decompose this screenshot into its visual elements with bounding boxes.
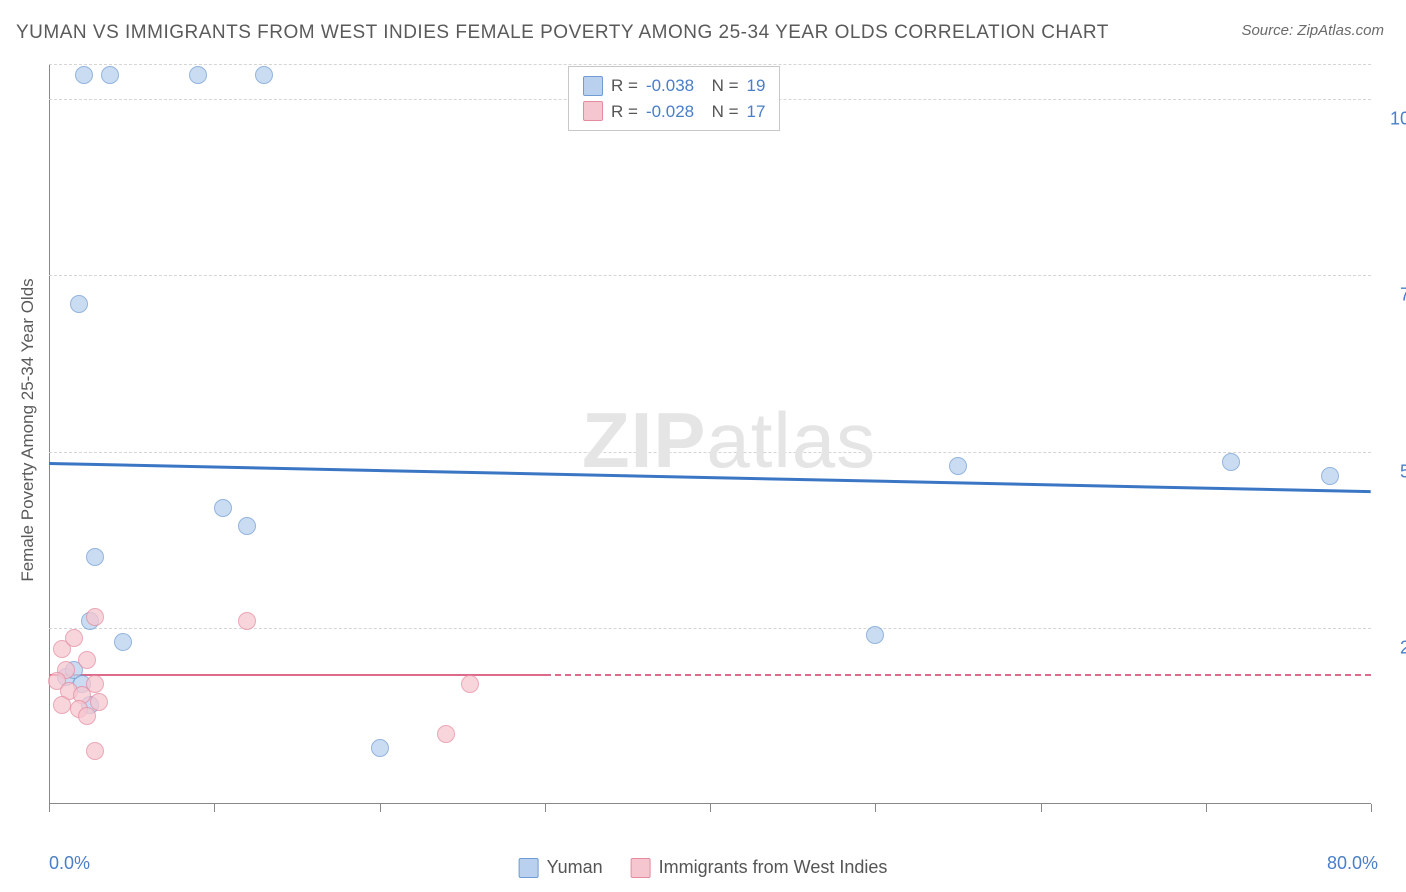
y-tick-label: 100.0%: [1381, 109, 1406, 130]
x-tick-label: 80.0%: [1327, 853, 1378, 874]
legend-n-label: N =: [702, 73, 738, 99]
data-point: [53, 696, 71, 714]
data-point: [437, 725, 455, 743]
x-tick: [1206, 804, 1207, 812]
x-tick: [875, 804, 876, 812]
legend-r-value: -0.038: [646, 73, 694, 99]
data-point: [1222, 453, 1240, 471]
data-point: [461, 675, 479, 693]
y-tick-label: 75.0%: [1381, 285, 1406, 306]
data-point: [866, 626, 884, 644]
data-point: [114, 633, 132, 651]
legend-item: Yuman: [519, 857, 603, 878]
data-point: [78, 707, 96, 725]
legend-swatch: [519, 858, 539, 878]
y-axis-line: [49, 64, 50, 804]
x-tick: [545, 804, 546, 812]
legend-series-name: Yuman: [547, 857, 603, 878]
series-legend: Yuman Immigrants from West Indies: [519, 857, 888, 878]
x-tick: [1041, 804, 1042, 812]
x-tick: [710, 804, 711, 812]
data-point: [255, 66, 273, 84]
data-point: [86, 548, 104, 566]
legend-swatch: [631, 858, 651, 878]
data-point: [214, 499, 232, 517]
legend-series-name: Immigrants from West Indies: [659, 857, 888, 878]
data-point: [189, 66, 207, 84]
legend-n-value: 17: [747, 99, 766, 125]
x-tick: [1371, 804, 1372, 812]
legend-r-label: R =: [611, 99, 638, 125]
gridline: [49, 275, 1371, 276]
x-tick: [380, 804, 381, 812]
x-tick-label: 0.0%: [49, 853, 90, 874]
data-point: [86, 608, 104, 626]
data-point: [101, 66, 119, 84]
data-point: [75, 66, 93, 84]
legend-r-label: R =: [611, 73, 638, 99]
data-point: [65, 629, 83, 647]
data-point: [86, 675, 104, 693]
chart-title: YUMAN VS IMMIGRANTS FROM WEST INDIES FEM…: [16, 22, 1109, 44]
trend-line: [49, 462, 1371, 493]
source-attribution: Source: ZipAtlas.com: [1241, 22, 1384, 39]
legend-r-value: -0.028: [646, 99, 694, 125]
legend-swatch: [583, 101, 603, 121]
y-axis-title: Female Poverty Among 25-34 Year Olds: [18, 278, 38, 581]
data-point: [1321, 467, 1339, 485]
legend-item: Immigrants from West Indies: [631, 857, 888, 878]
x-tick: [214, 804, 215, 812]
legend-n-label: N =: [702, 99, 738, 125]
gridline: [49, 452, 1371, 453]
data-point: [238, 517, 256, 535]
correlation-chart: YUMAN VS IMMIGRANTS FROM WEST INDIES FEM…: [0, 0, 1406, 892]
data-point: [78, 651, 96, 669]
x-tick: [49, 804, 50, 812]
legend-row: R = -0.028 N = 17: [583, 99, 765, 125]
y-tick-label: 25.0%: [1381, 637, 1406, 658]
legend-swatch: [583, 76, 603, 96]
gridline: [49, 64, 1371, 65]
legend-row: R = -0.038 N = 19: [583, 73, 765, 99]
data-point: [86, 742, 104, 760]
data-point: [371, 739, 389, 757]
legend-n-value: 19: [747, 73, 766, 99]
correlation-legend: R = -0.038 N = 19R = -0.028 N = 17: [568, 66, 780, 131]
trend-line-dashed: [545, 674, 1371, 676]
data-point: [949, 457, 967, 475]
data-point: [238, 612, 256, 630]
y-tick-label: 50.0%: [1381, 461, 1406, 482]
data-point: [70, 295, 88, 313]
plot-area: 25.0%50.0%75.0%100.0%: [49, 64, 1371, 804]
